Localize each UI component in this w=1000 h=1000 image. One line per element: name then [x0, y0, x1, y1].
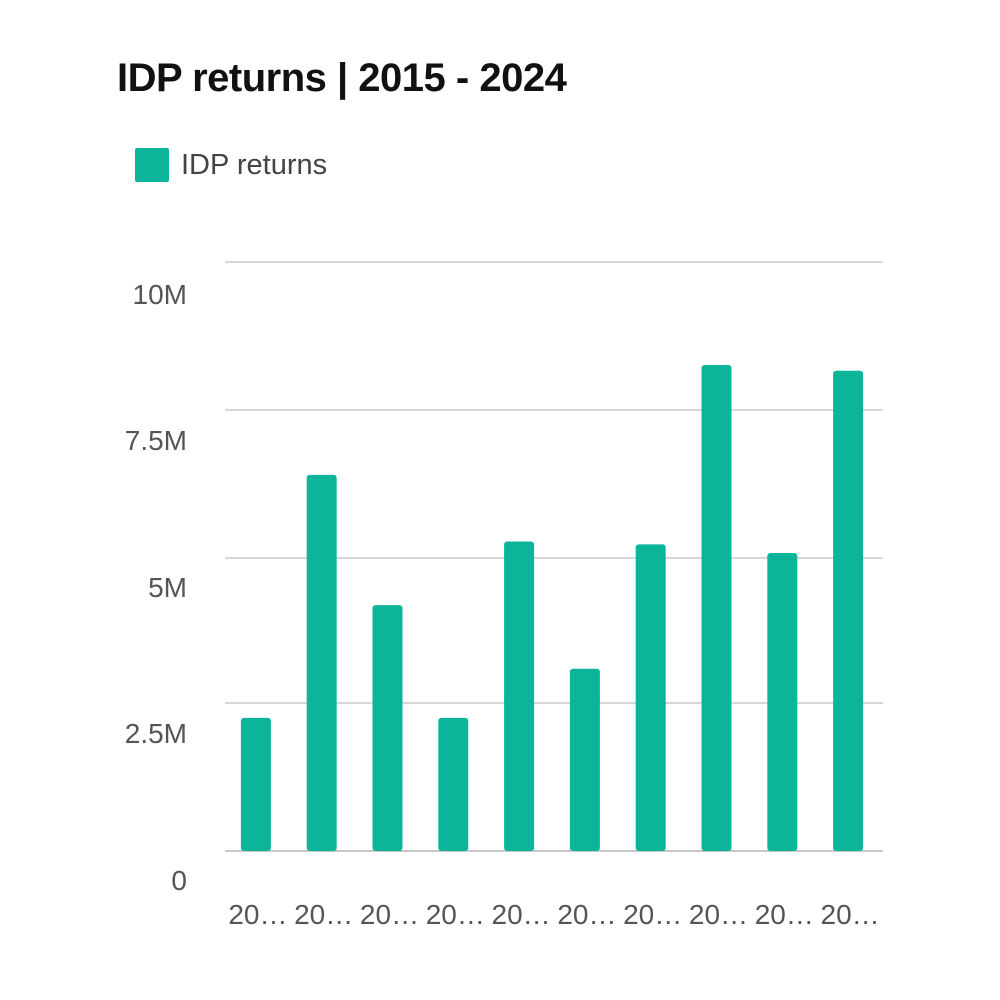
x-tick-label: 20…	[623, 899, 682, 930]
bar[interactable]	[701, 365, 732, 851]
y-axis-labels: 0 2.5M 5M 7.5M 10M	[125, 279, 187, 896]
x-tick-label: 20…	[426, 899, 485, 930]
x-axis-labels: 20… 20… 20… 20… 20… 20… 20… 20… 20… 20…	[228, 899, 879, 930]
y-tick-label: 5M	[148, 572, 187, 603]
bar[interactable]	[833, 370, 864, 851]
x-tick-label: 20…	[228, 899, 287, 930]
x-tick-label: 20…	[755, 899, 814, 930]
x-tick-label: 20…	[294, 899, 353, 930]
legend: IDP returns	[135, 148, 327, 182]
bar[interactable]	[635, 544, 666, 851]
bars	[240, 365, 864, 851]
x-tick-label: 20…	[557, 899, 616, 930]
y-tick-label: 10M	[133, 279, 187, 310]
bar[interactable]	[569, 668, 600, 851]
x-tick-label: 20…	[689, 899, 748, 930]
bar[interactable]	[240, 717, 271, 851]
legend-label: IDP returns	[181, 148, 328, 181]
y-tick-label: 0	[171, 865, 187, 896]
x-tick-label: 20…	[360, 899, 419, 930]
y-tick-label: 2.5M	[125, 718, 187, 749]
y-tick-label: 7.5M	[125, 425, 187, 456]
bar[interactable]	[504, 541, 535, 851]
bar[interactable]	[306, 474, 337, 851]
x-tick-label: 20…	[821, 899, 880, 930]
bar[interactable]	[767, 553, 798, 851]
bar[interactable]	[372, 605, 403, 851]
legend-swatch	[135, 148, 169, 182]
bar[interactable]	[438, 717, 469, 851]
chart-title: IDP returns | 2015 - 2024	[117, 56, 567, 100]
x-tick-label: 20…	[492, 899, 551, 930]
